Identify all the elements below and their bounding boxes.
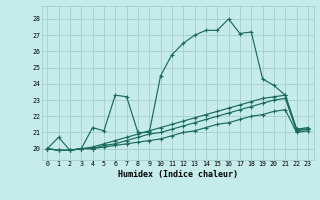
X-axis label: Humidex (Indice chaleur): Humidex (Indice chaleur) [118, 170, 237, 179]
